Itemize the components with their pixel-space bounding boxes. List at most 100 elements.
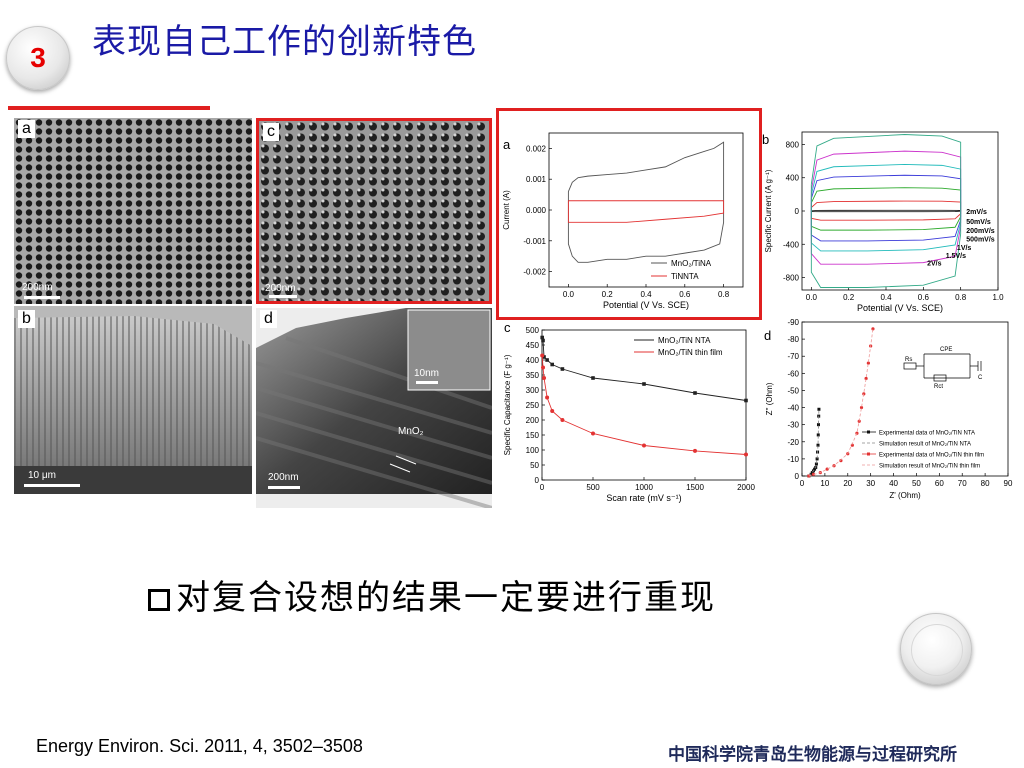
chart-b-ytick-label: 0 <box>795 207 800 216</box>
chart-a-ytick-label: 0.001 <box>526 175 547 184</box>
sem-scale-bar-b <box>24 484 80 487</box>
chart-c-point <box>541 365 546 370</box>
chart-d-point <box>825 467 829 471</box>
sem-scale-text-a: 200nm <box>22 282 53 293</box>
institute-name: 中国科学院青岛生物能源与过程研究所 <box>668 745 957 765</box>
chart-c-point <box>542 376 547 380</box>
chart-d-point <box>810 471 814 475</box>
sem-label-c: c <box>263 123 279 141</box>
chart-a-series-line-0 <box>567 141 725 263</box>
chart-d-point <box>814 462 818 466</box>
chart-b-rate-label: 1.5V/s <box>946 253 966 260</box>
chart-b-ylabel: Specific Current (A g⁻¹) <box>764 169 773 252</box>
chart-c-ytick-label: 100 <box>526 446 540 455</box>
chart-d-xtick-label: 40 <box>889 479 898 488</box>
chart-c-ytick-label: 400 <box>526 356 540 365</box>
chart-a-series-line-1 <box>567 200 725 223</box>
chart-d-xlabel: Z' (Ohm) <box>889 491 921 500</box>
slide-title: 表现自己工作的创新特色 <box>92 22 477 62</box>
chart-c-panel-label: c <box>504 320 511 335</box>
chart-d-circuit-rs-label: Rs <box>905 357 912 363</box>
chart-d-ytick-label: -80 <box>787 335 799 344</box>
chart-d-point <box>817 407 821 411</box>
chart-c-point <box>550 409 555 413</box>
chart-b-xtick-label: 0.4 <box>880 293 892 302</box>
chart-a-plot-frame <box>548 132 744 288</box>
chart-c-point <box>560 367 565 371</box>
chart-b-xtick-label: 0.6 <box>918 293 930 302</box>
chart-d-circuit-c-label: C <box>978 375 983 381</box>
chart-c-legend-label: MnO₂/TiN NTA <box>658 336 711 345</box>
chart-d-ytick-label: -90 <box>787 318 799 327</box>
chart-c-point <box>591 431 595 436</box>
chart-d-panel-label: d <box>764 328 771 343</box>
chart-c-ylabel: Specific Capacitance (F g⁻¹) <box>503 354 512 455</box>
chart-d-circuit-rs <box>903 362 917 370</box>
sem-image-a: a 200nm <box>14 118 252 304</box>
chart-d-point <box>816 443 820 447</box>
chart-c-point <box>744 452 748 457</box>
chart-a-xtick-label: 0.8 <box>718 290 730 299</box>
chart-c-point <box>540 335 545 340</box>
chart-c-point <box>642 443 646 448</box>
tem-scale-text: 200nm <box>268 472 299 483</box>
chart-d-ytick-label: -70 <box>787 352 799 361</box>
chart-d-ytick-label: -40 <box>787 404 799 413</box>
chart-b-rate-label: 200mV/s <box>966 228 995 235</box>
chart-c-point <box>550 362 554 367</box>
chart-d-xtick-label: 80 <box>981 479 990 488</box>
chart-c-point <box>693 448 697 453</box>
chart-c-frame: 0 500 1000 1500 2000 0 50 100 150 200 250 300 350 400… <box>500 320 762 512</box>
chart-b-ytick-label: -800 <box>783 274 800 283</box>
tem-label-d: d <box>260 310 277 328</box>
chart-d-xtick-label: 50 <box>912 479 921 488</box>
chart-d-sim-line-3 <box>808 328 874 477</box>
chart-a-panel-label: a <box>503 137 511 152</box>
chart-d-point <box>813 467 817 471</box>
chart-d-point <box>871 327 875 331</box>
chart-d-ytick-label: -30 <box>787 421 799 430</box>
chart-b-xtick-label: 0.2 <box>843 293 855 302</box>
chart-c-series-line-0 <box>541 337 747 401</box>
chart-c-point <box>545 358 549 362</box>
chart-c-point <box>545 395 550 400</box>
chart-c-point <box>591 376 595 380</box>
chart-d-circuit-rct-label: Rct <box>934 384 943 390</box>
slide-number-badge: 3 <box>6 26 70 90</box>
chart-a-xtick-label: 0.0 <box>563 290 575 299</box>
nav-circle-button[interactable] <box>900 613 972 685</box>
chart-d-point <box>809 472 813 476</box>
chart-d-ytick-label: -20 <box>787 438 799 447</box>
chart-d-legend-marker <box>867 452 870 456</box>
sem-scale-bar-c <box>269 295 297 298</box>
chart-d-circuit-cpe-label: CPE <box>940 347 952 353</box>
chart-c-legend-label: MnO₂/TiN thin film <box>658 348 723 357</box>
chart-c-point <box>693 391 697 395</box>
chart-b-xtick-label: 1.0 <box>992 293 1004 302</box>
chart-c-ytick-label: 50 <box>530 461 539 470</box>
chart-c-xtick-label: 500 <box>586 483 600 492</box>
chart-c-point <box>540 353 545 358</box>
sem-label-a: a <box>18 120 35 138</box>
chart-a-ytick-label: -0.002 <box>523 268 546 277</box>
chart-c-ytick-label: 150 <box>526 431 540 440</box>
chart-c-ytick-label: 200 <box>526 416 540 425</box>
sem-image-b: b 10 μm <box>14 306 252 494</box>
sem-image-c: c 200nm <box>256 118 492 304</box>
chart-b-series-loop-3 <box>810 174 962 242</box>
chart-c-ytick-label: 500 <box>526 326 540 335</box>
chart-b-xtick-label: 0.0 <box>806 293 818 302</box>
bullet-text: 对复合设想的结果一定要进行重现 <box>176 578 716 618</box>
chart-b-ytick-label: 400 <box>786 174 800 183</box>
chart-b-xlabel: Potential (V Vs. SCE) <box>857 303 943 313</box>
chart-d-xtick-label: 30 <box>866 479 875 488</box>
nav-circle-inner-icon <box>911 624 963 676</box>
chart-c-xtick-label: 0 <box>540 483 545 492</box>
chart-b-series-loop-6 <box>810 134 962 288</box>
sem-scale-text-c: 200nm <box>265 283 296 294</box>
sem-scale-text-b: 10 μm <box>28 470 56 481</box>
chart-d-point <box>866 361 870 365</box>
chart-c-point <box>560 418 565 422</box>
chart-d-point <box>839 459 843 463</box>
sem-label-b: b <box>18 310 35 328</box>
